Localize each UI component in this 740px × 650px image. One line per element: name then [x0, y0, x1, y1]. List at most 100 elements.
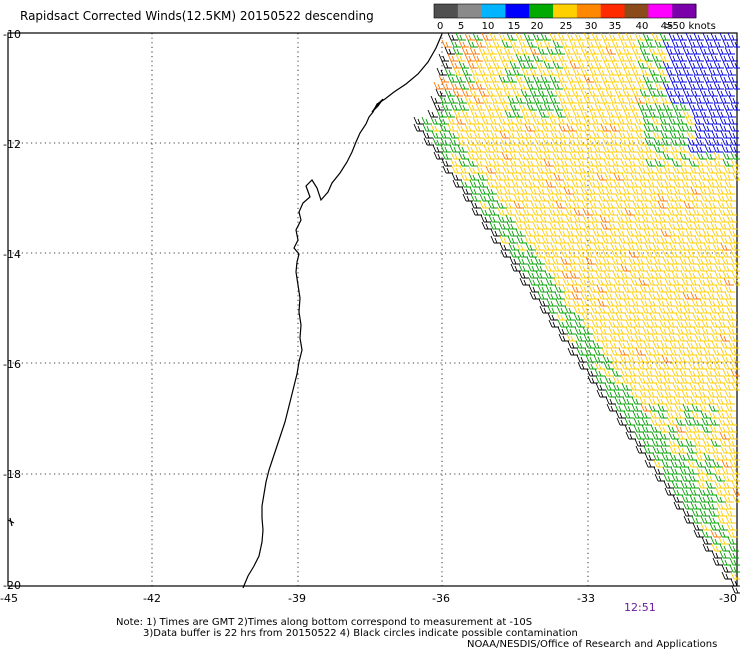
wind-barb	[540, 53, 551, 62]
wind-barb	[654, 368, 665, 377]
wind-barb	[676, 74, 687, 83]
wind-barb	[724, 179, 735, 188]
wind-barb	[696, 249, 707, 258]
wind-barb	[519, 165, 530, 174]
wind-barb	[652, 347, 663, 356]
wind-barb	[685, 228, 696, 237]
wind-barb	[621, 172, 632, 181]
wind-barb	[563, 88, 574, 97]
wind-barb	[656, 284, 667, 293]
wind-barb	[693, 431, 704, 440]
wind-barb	[643, 123, 654, 132]
wind-barb	[713, 102, 724, 111]
legend-frame	[433, 3, 697, 19]
wind-barb	[713, 368, 724, 377]
wind-barb	[521, 109, 532, 118]
wind-barb	[557, 326, 568, 335]
wind-barb	[512, 88, 523, 97]
wind-barb	[604, 165, 615, 174]
wind-barb	[652, 130, 663, 139]
wind-barb	[694, 95, 705, 104]
wind-barb	[569, 263, 580, 272]
wind-barb	[478, 186, 489, 195]
wind-barb	[623, 200, 634, 209]
wind-barb	[597, 46, 608, 55]
wind-barb	[678, 347, 689, 356]
wind-barb	[641, 305, 652, 314]
wind-barb	[559, 137, 570, 146]
lat-label: -10	[3, 28, 21, 41]
wind-barb	[721, 256, 732, 265]
wind-barb	[621, 277, 632, 286]
wind-barb	[484, 158, 495, 167]
wind-barb	[658, 214, 669, 223]
wind-barb	[730, 39, 740, 48]
wind-barb	[689, 494, 700, 503]
wind-barb	[679, 361, 690, 370]
wind-barb	[622, 46, 633, 55]
wind-barb	[492, 151, 503, 160]
wind-barb	[606, 193, 617, 202]
wind-barb	[710, 74, 721, 83]
wind-barb	[467, 81, 478, 90]
wind-barb	[660, 333, 671, 342]
wind-barb	[436, 67, 447, 76]
wind-barb	[611, 102, 622, 111]
wind-barb	[523, 116, 534, 125]
wind-barb	[705, 81, 716, 90]
wind-barb	[629, 270, 640, 279]
wind-barb	[614, 396, 625, 405]
wind-barb	[549, 221, 560, 230]
wind-barb	[710, 32, 721, 41]
wind-barb	[676, 431, 687, 440]
wind-barb	[646, 263, 657, 272]
wind-barb	[612, 270, 623, 279]
wind-barb	[668, 333, 679, 342]
wind-barb	[670, 137, 681, 146]
wind-barb	[566, 32, 577, 41]
wind-barb	[688, 158, 699, 167]
wind-barb	[665, 298, 676, 307]
wind-barb	[524, 235, 535, 244]
wind-barb	[708, 410, 719, 419]
wind-barb	[602, 256, 613, 265]
wind-barb	[679, 102, 690, 111]
wind-barb	[717, 200, 728, 209]
wind-barb	[697, 165, 708, 174]
wind-barb	[705, 102, 716, 111]
wind-barb	[624, 312, 635, 321]
wind-barb	[679, 368, 690, 377]
wind-barb	[668, 74, 679, 83]
wind-barb	[708, 67, 719, 76]
wind-barb	[700, 305, 711, 314]
wind-barb	[602, 144, 613, 153]
wind-barb	[719, 438, 730, 447]
wind-barb	[639, 389, 650, 398]
wind-barb	[530, 200, 541, 209]
wind-barb	[552, 60, 563, 69]
wind-barb	[495, 186, 506, 195]
wind-barb	[726, 522, 737, 531]
wind-barb	[573, 305, 584, 314]
wind-barb	[462, 193, 473, 202]
wind-barbs	[413, 32, 740, 594]
wind-barb	[492, 60, 503, 69]
wind-barb	[719, 431, 730, 440]
wind-barb	[481, 221, 492, 230]
wind-barb	[510, 165, 521, 174]
wind-barb	[667, 214, 678, 223]
wind-barb	[620, 158, 631, 167]
wind-barb	[622, 284, 633, 293]
wind-barb	[713, 256, 724, 265]
wind-barb	[541, 130, 552, 139]
wind-barb	[600, 221, 611, 230]
wind-barb	[699, 501, 710, 510]
wind-barb	[621, 375, 632, 384]
wind-barb	[709, 214, 720, 223]
wind-barb	[644, 452, 655, 461]
wind-barb	[718, 207, 729, 216]
wind-barb	[728, 228, 739, 237]
wind-barb	[458, 81, 469, 90]
wind-barb	[693, 529, 704, 538]
wind-barb	[431, 130, 442, 139]
